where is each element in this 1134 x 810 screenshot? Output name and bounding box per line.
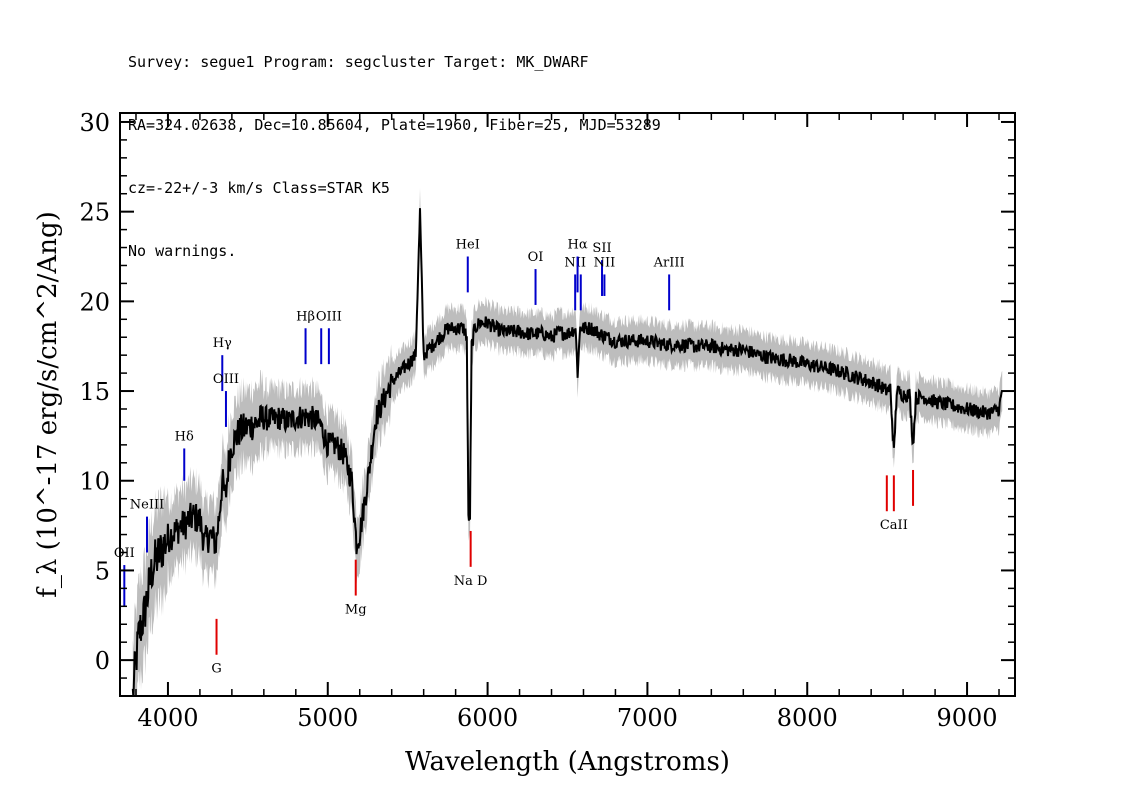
x-tick-label: 7000 [617, 704, 678, 732]
line-label: SII [592, 241, 611, 256]
line-label: Hα [568, 238, 588, 253]
y-tick-label: 15 [79, 378, 110, 406]
line-label: G [211, 662, 221, 677]
line-label: OI [528, 250, 544, 265]
line-label: ArIII [653, 255, 685, 270]
plot-frame [119, 112, 1016, 697]
x-axis-label: Wavelength (Angstroms) [405, 747, 730, 777]
x-tick-label: 8000 [777, 704, 838, 732]
line-label: OII [114, 546, 135, 561]
x-tick-label: 4000 [137, 704, 198, 732]
header-redshift-line: cz=-22+/-3 km/s Class=STAR K5 [128, 179, 390, 197]
spectrum-line [131, 208, 1004, 696]
y-tick-label: 0 [95, 647, 110, 675]
header-coordinates-line: RA=324.02638, Dec=10.85604, Plate=1960, … [128, 116, 661, 134]
line-label: Na D [454, 574, 488, 589]
header-warnings-line: No warnings. [128, 242, 237, 260]
line-label: Hδ [175, 429, 194, 444]
error-band-layer [132, 188, 1003, 696]
line-label: Hβ [296, 309, 315, 324]
line-label: NII [564, 255, 586, 270]
x-tick-label: 9000 [937, 704, 998, 732]
y-tick-label: 20 [79, 288, 110, 316]
header-survey-line: Survey: segue1 Program: segcluster Targe… [128, 53, 589, 71]
y-tick-label: 30 [79, 109, 110, 137]
line-label: NII [594, 255, 616, 270]
axis-ticks-layer: 4000 5000 6000 7000 8000 9000 0 5 10 15 20 25 30 [79, 109, 1015, 732]
x-tick-label: 6000 [457, 704, 518, 732]
spectrum-layer [131, 208, 1004, 696]
line-label: HeI [456, 238, 480, 253]
error-band [132, 188, 1003, 696]
x-tick-label: 5000 [297, 704, 358, 732]
y-tick-label: 5 [95, 557, 110, 585]
line-label: OIII [213, 372, 239, 387]
y-axis-label: f_λ (10^-17 erg/s/cm^2/Ang) [33, 211, 63, 597]
spectrum-header: Survey: segue1 Program: segcluster Targe… [128, 10, 661, 283]
line-label: CaII [880, 518, 908, 533]
line-label: Hγ [213, 336, 232, 351]
line-label: OIII [316, 309, 342, 324]
y-tick-label: 10 [79, 468, 110, 496]
line-label: Mg [345, 603, 367, 618]
y-tick-label: 25 [79, 199, 110, 227]
line-label: NeIII [130, 498, 164, 513]
